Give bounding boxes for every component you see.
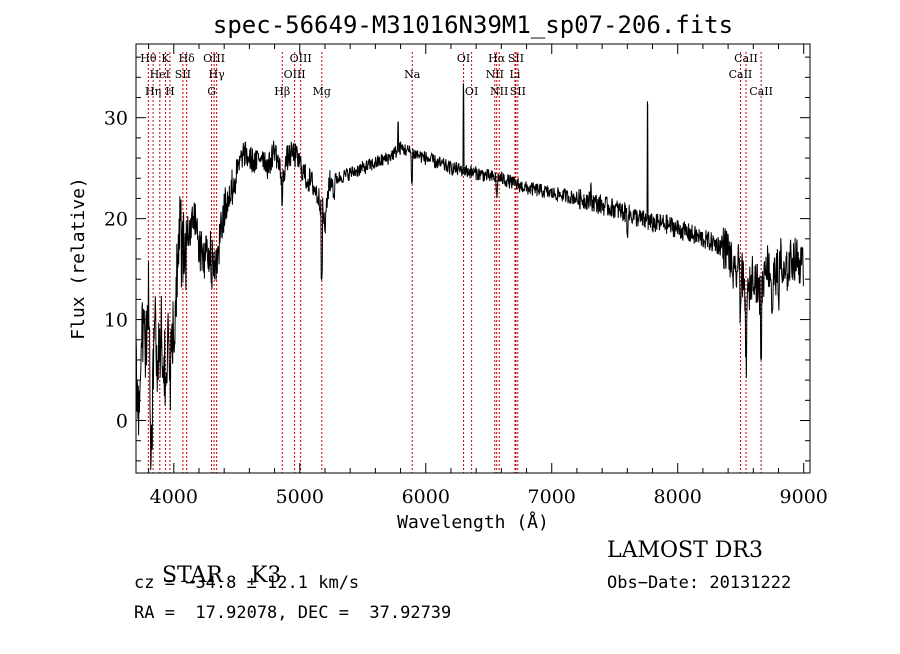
survey-label: LAMOST DR3 (607, 538, 763, 563)
spectral-line-label: CaII (729, 68, 753, 81)
spectral-line-label: CaII (734, 52, 758, 65)
x-axis-label: Wavelength (Å) (397, 511, 549, 533)
spectral-line-label: Na (404, 68, 421, 81)
y-tick-label: 30 (104, 108, 128, 130)
y-axis-label: Flux (relative) (68, 177, 89, 340)
spectral-line-label: Hγ (209, 68, 226, 81)
spectral-line-label: H (165, 85, 175, 98)
x-tick-label: 8000 (654, 486, 702, 508)
spectral-line-label: Hδ (179, 52, 196, 65)
x-tick-label: 6000 (402, 486, 450, 508)
spectral-line-label: OIII (284, 68, 306, 81)
y-tick-label: 20 (104, 209, 128, 231)
chart-title: spec-56649-M31016N39M1_sp07-206.fits (213, 11, 733, 39)
y-tick-label: 0 (116, 411, 128, 433)
spectral-line-label: K (161, 52, 170, 65)
spectrum-line (135, 83, 804, 471)
x-tick-label: 4000 (150, 486, 198, 508)
x-tick-label: 9000 (780, 486, 828, 508)
spectral-line-label: Hβ (274, 85, 290, 98)
spectral-line-label: Hθ (140, 52, 157, 65)
spectral-line-label: NII (490, 85, 508, 98)
object-class: STAR K3 (134, 538, 281, 613)
spectral-line-label: NII (486, 68, 504, 81)
spectral-line-label: Mg (313, 85, 331, 98)
spectral-line-label: SII (510, 85, 526, 98)
obs-date-label: Obs−Date: 20131222 (607, 573, 792, 593)
spectral-line-label: OI (465, 85, 478, 98)
spectral-line-label: G (207, 85, 216, 98)
subclass-label: K3 (250, 563, 282, 588)
spectral-line-label: Li (510, 68, 521, 81)
spectral-line-label: SII (508, 52, 524, 65)
spectral-line-label: OIII (203, 52, 225, 65)
redshift-label: cz = −34.8 ± 12.1 km/s (134, 573, 360, 593)
y-tick-label: 10 (104, 310, 128, 332)
spectral-line-label: OI (457, 52, 470, 65)
spectral-line-label: OIII (290, 52, 312, 65)
spectral-line-label: CaII (749, 85, 773, 98)
plot-frame (135, 43, 811, 474)
spectral-line-label: SII (175, 68, 191, 81)
spectral-line-label: HeI (150, 68, 170, 81)
x-tick-label: 5000 (276, 486, 324, 508)
spectral-line-label: Hα (488, 52, 506, 65)
coordinates-label: RA = 17.92078, DEC = 37.92739 (134, 603, 452, 623)
x-tick-label: 7000 (528, 486, 576, 508)
spectral-line-label: Hη (145, 85, 161, 98)
class-label: STAR (161, 563, 223, 588)
